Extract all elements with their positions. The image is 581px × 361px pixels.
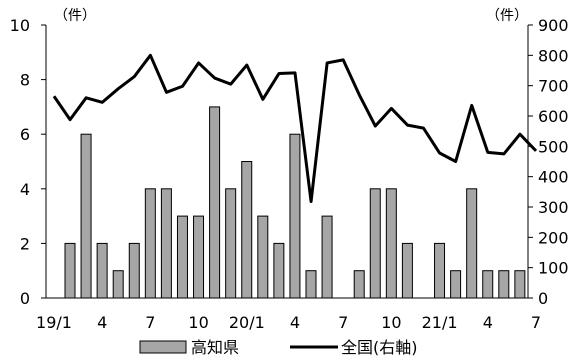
legend-label-kochi: 高知県 — [191, 338, 239, 357]
x-tick-label-15: 4 — [290, 313, 300, 332]
bar-kochi-1 — [80, 133, 92, 299]
bar-kochi-2 — [96, 242, 108, 299]
left-axis-ticks: 0 2 4 6 8 10 — [10, 16, 46, 308]
bar-kochi-25 — [466, 188, 478, 299]
bar-kochi-28 — [514, 270, 526, 299]
right-tick-label-7: 700 — [538, 77, 569, 96]
bar-kochi-18 — [353, 270, 365, 299]
x-tick-label-9: 10 — [188, 313, 208, 332]
legend-label-national: 全国(右軸) — [341, 338, 418, 357]
x-tick-label-3: 4 — [97, 313, 107, 332]
x-tick-label-27: 4 — [483, 313, 493, 332]
x-tick-label-0: 19/1 — [36, 313, 72, 332]
right-tick-label-4: 400 — [538, 168, 569, 187]
left-axis-unit: （件） — [54, 8, 96, 24]
right-axis-unit: （件） — [486, 8, 528, 24]
x-tick-label-6: 7 — [145, 313, 155, 332]
bar-kochi-0 — [64, 242, 76, 299]
bar-kochi-23 — [434, 242, 446, 299]
left-tick-label-3: 6 — [20, 125, 30, 144]
bar-kochi-11 — [241, 161, 253, 299]
right-tick-label-2: 200 — [538, 228, 569, 247]
bar-kochi-8 — [193, 215, 205, 299]
right-axis-ticks: 0 100 200 300 400 500 600 700 800 900 — [528, 16, 569, 308]
right-tick-label-9: 900 — [538, 16, 569, 35]
x-tick-label-18: 7 — [338, 313, 348, 332]
bar-kochi-6 — [160, 188, 172, 299]
right-tick-label-5: 500 — [538, 137, 569, 156]
line-series-national — [52, 53, 538, 204]
bar-kochi-27 — [498, 270, 510, 299]
bar-kochi-19 — [369, 188, 381, 299]
left-tick-label-1: 2 — [20, 234, 30, 253]
x-tick-label-12: 20/1 — [229, 313, 265, 332]
bar-kochi-3 — [112, 270, 124, 299]
bar-kochi-7 — [176, 215, 188, 299]
left-tick-label-4: 8 — [20, 71, 30, 90]
right-tick-label-3: 300 — [538, 198, 569, 217]
x-axis-ticks: 19/1 4 7 10 20/1 4 7 10 21/1 4 7 — [36, 313, 541, 332]
bar-kochi-4 — [128, 242, 140, 299]
legend: 高知県 全国(右軸) — [139, 338, 418, 357]
bar-kochi-21 — [401, 242, 413, 299]
bar-kochi-15 — [305, 270, 317, 299]
bar-kochi-9 — [209, 106, 221, 299]
bar-kochi-20 — [385, 188, 397, 299]
left-tick-label-0: 0 — [20, 289, 30, 308]
bar-series-kochi — [64, 106, 526, 299]
bar-kochi-10 — [225, 188, 237, 299]
bar-kochi-5 — [144, 188, 156, 299]
right-tick-label-0: 0 — [538, 289, 548, 308]
right-tick-label-1: 100 — [538, 259, 569, 278]
left-tick-label-2: 4 — [20, 180, 30, 199]
x-tick-label-21: 10 — [381, 313, 401, 332]
bar-kochi-14 — [289, 133, 301, 299]
x-tick-label-24: 21/1 — [422, 313, 458, 332]
right-tick-label-8: 800 — [538, 46, 569, 65]
bar-kochi-16 — [321, 215, 333, 299]
x-tick-label-30: 7 — [531, 313, 541, 332]
legend-bar-swatch — [139, 340, 187, 354]
bar-kochi-13 — [273, 242, 285, 299]
bar-kochi-24 — [450, 270, 462, 299]
left-tick-label-5: 10 — [10, 16, 30, 35]
bar-kochi-12 — [257, 215, 269, 299]
right-tick-label-6: 600 — [538, 107, 569, 126]
bar-kochi-26 — [482, 270, 494, 299]
